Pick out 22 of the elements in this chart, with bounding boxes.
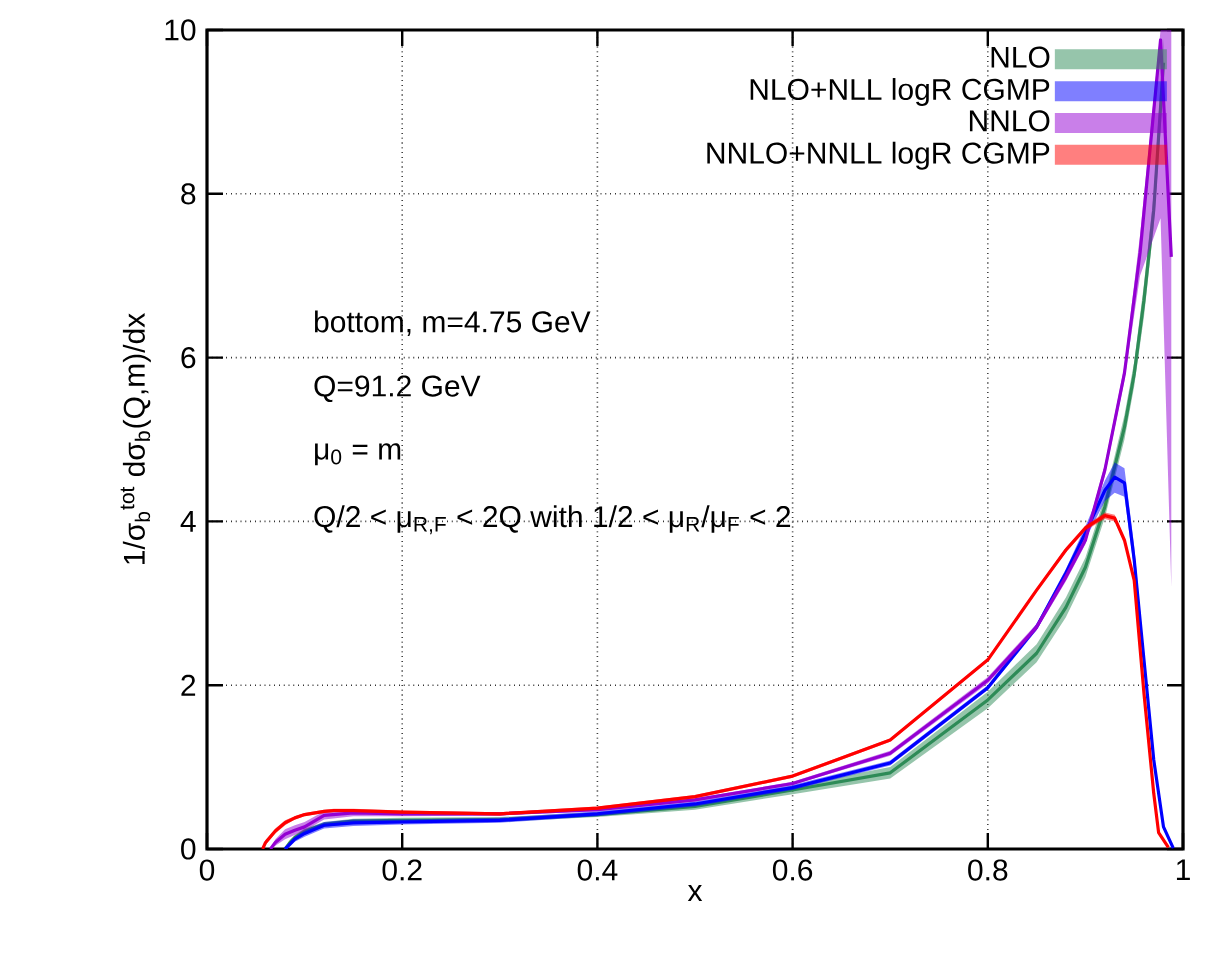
legend-label: NLO (991, 46, 1050, 68)
x-tick-label: 1 (1176, 859, 1190, 881)
y-axis-title: 1/σ$_{b}$$^{tot}$ dσ$_{b}$(Q,m)/dx (120, 313, 151, 564)
annotation: bottom, m=4.75 GeV (315, 310, 591, 336)
x-tick-label: 0.8 (968, 859, 1008, 881)
y-tick-label: 0 (181, 838, 196, 860)
y-tick-label: 8 (181, 183, 196, 205)
x-tick-label: 0 (199, 859, 215, 881)
legend-label: NNLO+NNLL logR CGMP (707, 141, 1050, 170)
y-tick-label: 6 (181, 346, 196, 369)
x-tick-label: 0.6 (772, 859, 813, 881)
annotation: Q=91.2 GeV (314, 375, 481, 403)
x-tick-label: 0.2 (382, 859, 422, 881)
annotation: μ$_{0}$ = m (315, 443, 401, 466)
y-tick-label: 2 (181, 674, 196, 696)
annotation: Q/2 < μ$_{R,F}$ < 2Q with 1/2 < μ$_{R}$/μ$_{F}$ < 2 (314, 505, 791, 535)
x-tick-label: 0.4 (577, 859, 618, 881)
y-tick-label: 4 (180, 511, 196, 532)
legend-label: NNLO (969, 110, 1050, 132)
legend-label: NLO+NLL logR CGMP (750, 78, 1050, 106)
y-tick-label: 10 (165, 19, 196, 41)
x-axis-title: x (687, 885, 703, 901)
